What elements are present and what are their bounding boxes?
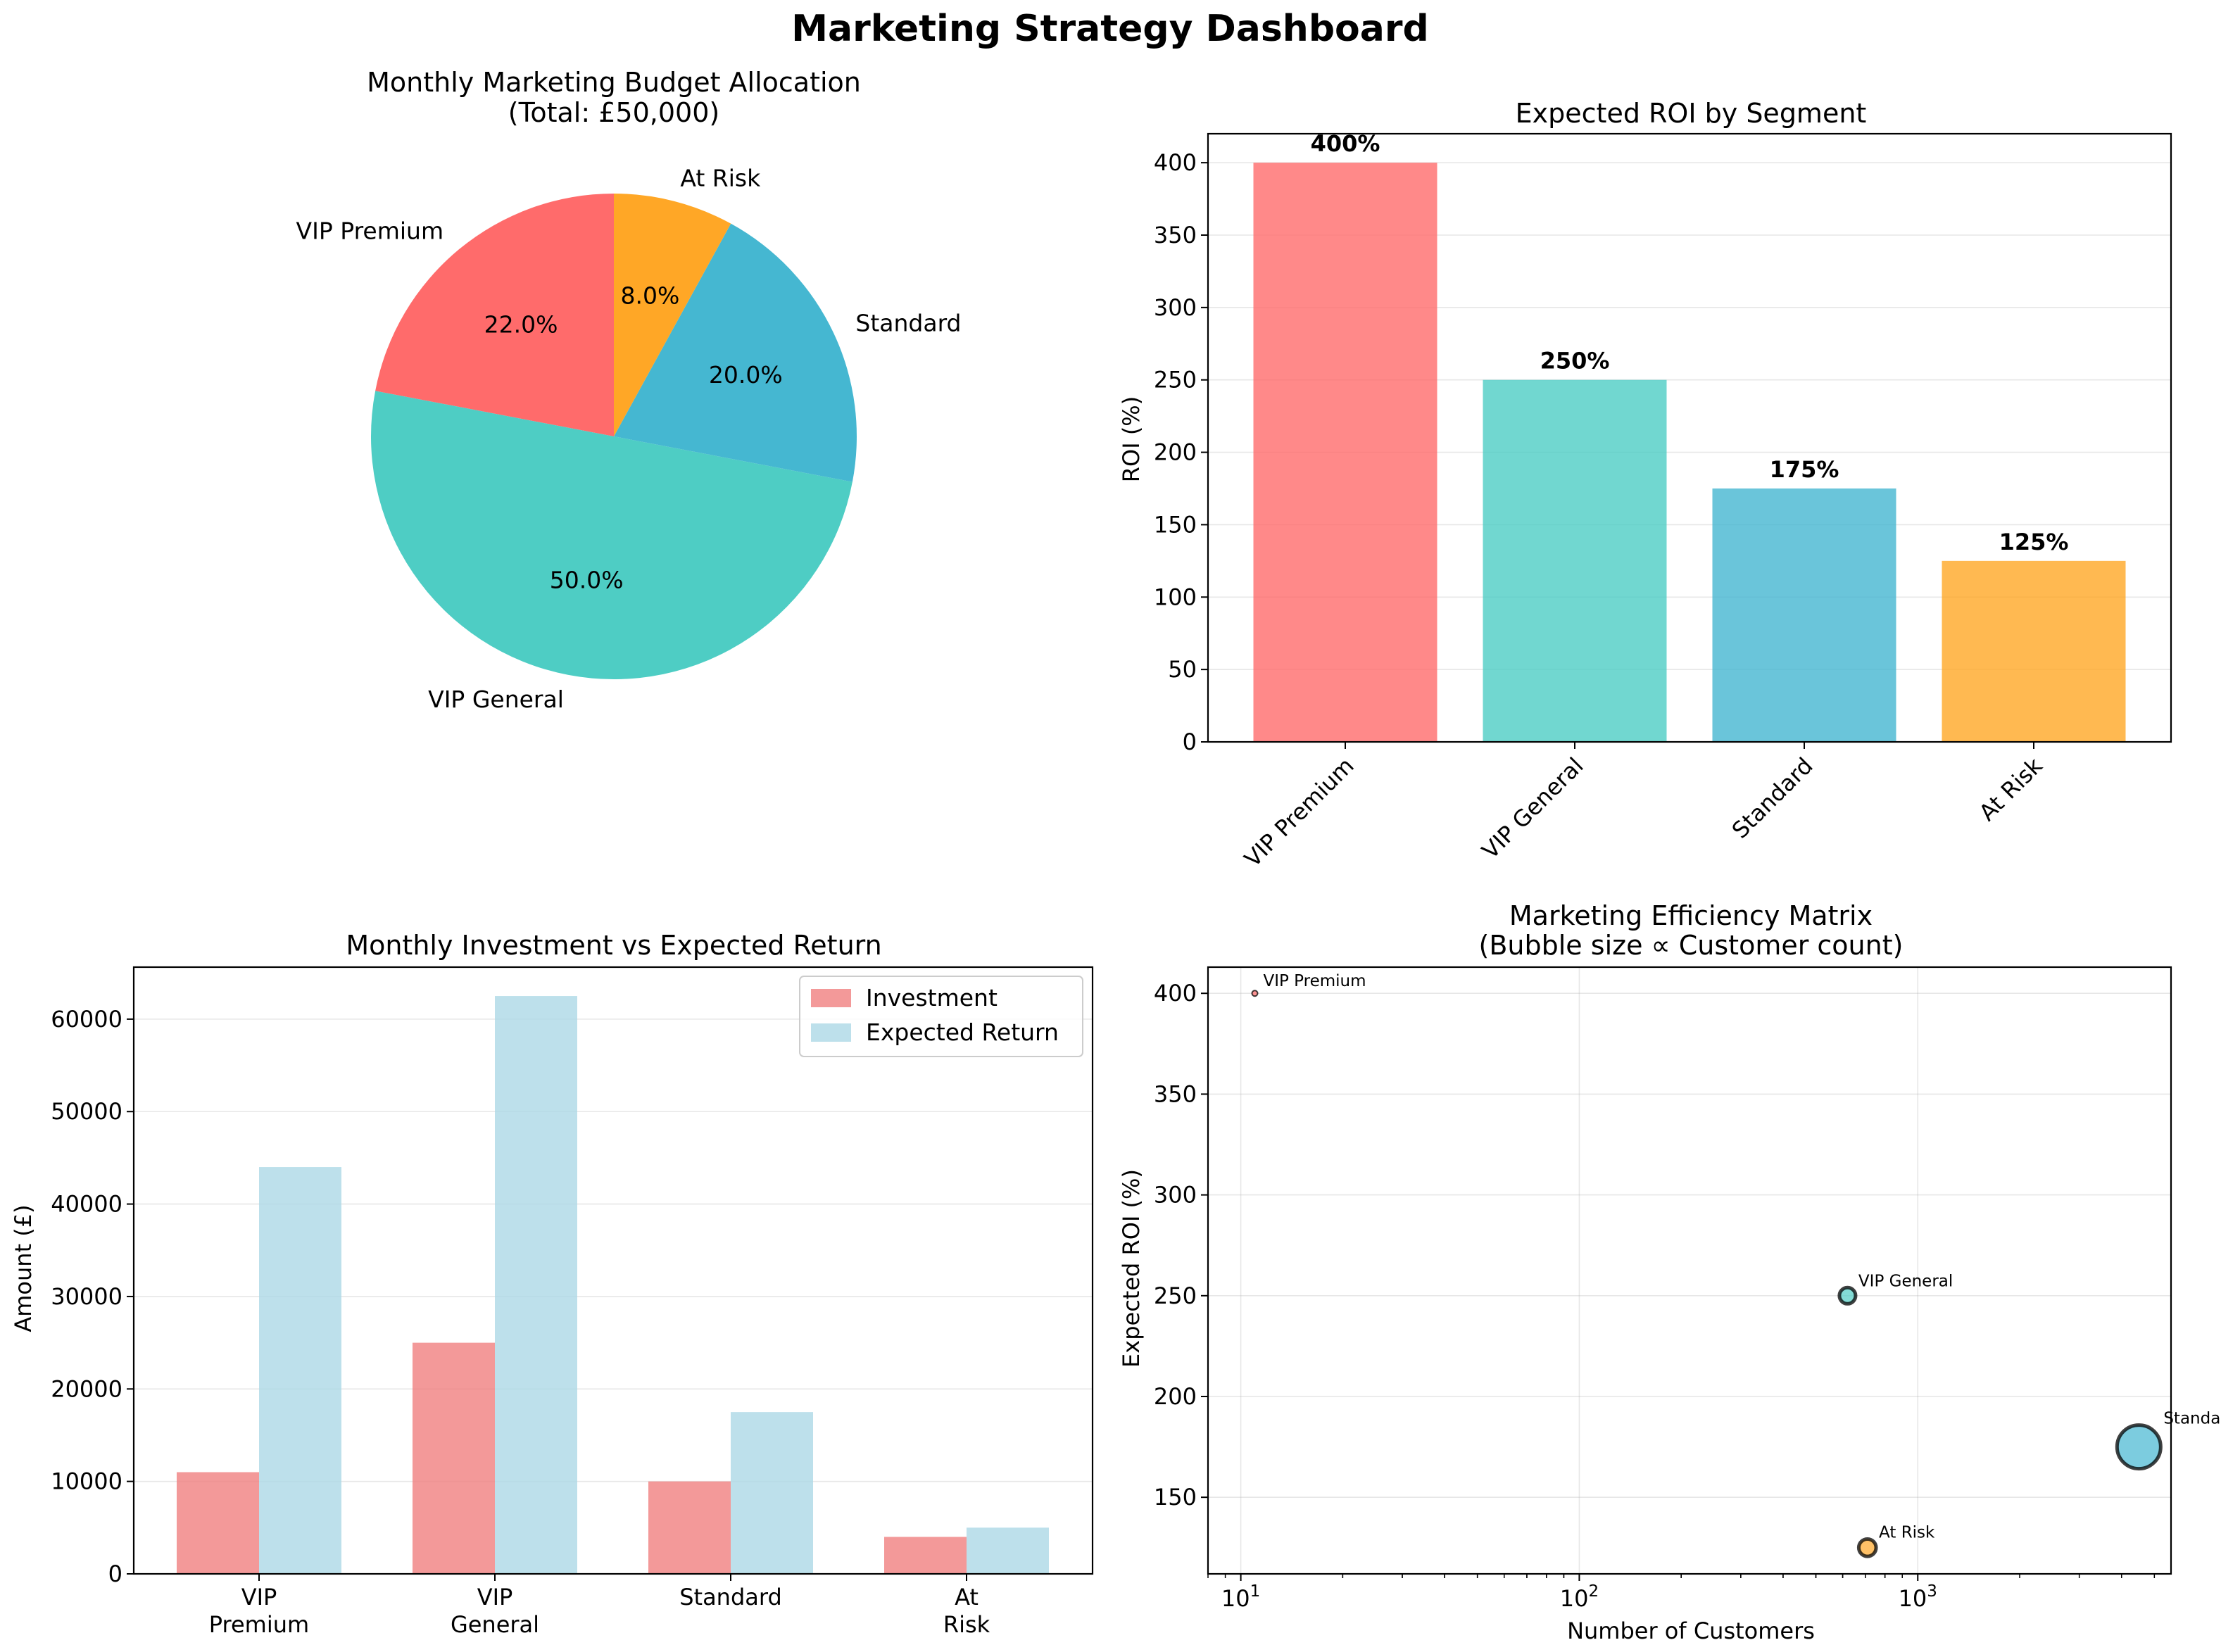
pie-chart-title: Monthly Marketing Budget Allocation	[367, 67, 861, 98]
investment-ytick-label: 10000	[51, 1468, 122, 1495]
investment-bar-investment-standard	[648, 1481, 731, 1574]
investment-ytick-label: 40000	[51, 1191, 122, 1218]
bubble-ytick-label: 350	[1154, 1080, 1197, 1107]
roi-xtick-label: VIP General	[1477, 752, 1589, 864]
bubble-xtick-label: 101	[1221, 1582, 1260, 1612]
investment-bar-investment-vip-general	[413, 1342, 495, 1574]
pie-category-label: At Risk	[680, 164, 761, 191]
roi-xtick-label: VIP Premium	[1239, 752, 1359, 873]
legend-label-investment: Investment	[866, 984, 998, 1011]
roi-xtick-label: At Risk	[1974, 752, 2048, 826]
investment-xtick-label: Risk	[943, 1611, 990, 1638]
roi-chart-ylabel: ROI (%)	[1118, 396, 1145, 482]
pie-slice-vip-premium	[375, 194, 614, 436]
investment-ytick-label: 30000	[51, 1283, 122, 1310]
roi-bar-value-label: 400%	[1311, 130, 1380, 157]
roi-bar-at-risk	[1942, 560, 2126, 742]
bubble-label-standard: Standard	[2163, 1410, 2221, 1428]
investment-ytick-label: 50000	[51, 1098, 122, 1125]
pie-slice-standard	[614, 223, 857, 482]
bubble-ytick-label: 200	[1154, 1383, 1197, 1410]
roi-bar-value-label: 125%	[1999, 529, 2069, 555]
budget-pie-chart: Monthly Marketing Budget Allocation (Tot…	[296, 67, 962, 713]
investment-xtick-label: Premium	[209, 1611, 309, 1638]
roi-bar-vip-general	[1483, 379, 1667, 742]
bubble-plot-frame	[1207, 966, 2172, 1575]
pie-percent-label: 20.0%	[709, 361, 783, 389]
bubble-ytick-label: 250	[1154, 1282, 1197, 1309]
roi-bar-chart: Expected ROI by Segment ROI (%) 0 50 100 15…	[1118, 98, 2172, 873]
roi-ytick-label: 200	[1154, 439, 1197, 466]
roi-bar-value-label: 250%	[1540, 348, 1610, 374]
bubble-vip-general	[1837, 1285, 1858, 1306]
bubble-vip-premium	[1251, 990, 1259, 997]
pie-percent-label: 8.0%	[621, 282, 680, 310]
legend-swatch-investment	[811, 989, 851, 1007]
roi-chart-title: Expected ROI by Segment	[1516, 98, 1867, 129]
roi-bar-vip-premium	[1253, 163, 1437, 743]
legend-swatch-expected-return	[811, 1023, 851, 1042]
investment-bar-investment-at-risk	[884, 1537, 967, 1574]
pie-chart-subtitle: (Total: £50,000)	[508, 97, 719, 128]
dashboard-title: Marketing Strategy Dashboard	[791, 8, 1428, 50]
investment-chart-legend: Investment Expected Return	[799, 976, 1083, 1057]
investment-bar-expected-return-standard	[731, 1412, 813, 1574]
investment-xtick-label: VIP	[477, 1584, 513, 1610]
investment-ytick-label: 20000	[51, 1375, 122, 1402]
bubble-xtick-label: 103	[1899, 1582, 1937, 1612]
investment-xtick-label: VIP	[241, 1584, 277, 1610]
bubble-label-vip-general: VIP General	[1858, 1272, 1953, 1290]
investment-chart-ylabel: Amount (£)	[10, 1204, 37, 1332]
bubble-xtick-label: 102	[1560, 1582, 1599, 1612]
roi-ytick-label: 100	[1154, 584, 1197, 610]
legend-label-expected-return: Expected Return	[866, 1019, 1059, 1046]
investment-plot-frame	[132, 966, 1094, 1575]
bubble-standard	[2115, 1423, 2163, 1471]
legend-box	[799, 976, 1083, 1057]
investment-ytick-label: 60000	[51, 1006, 122, 1033]
roi-bar-standard	[1712, 488, 1896, 742]
bubble-label-at-risk: At Risk	[1879, 1523, 1935, 1541]
investment-bar-investment-vip-premium	[177, 1472, 259, 1574]
bubble-ytick-label: 300	[1154, 1182, 1197, 1209]
investment-bar-expected-return-vip-general	[495, 996, 577, 1574]
bubble-ytick-label: 400	[1154, 980, 1197, 1007]
pie-slice-vip-general	[371, 391, 852, 679]
roi-ytick-label: 250	[1154, 367, 1197, 393]
bubble-ytick-label: 150	[1154, 1484, 1197, 1511]
pie-category-label: VIP Premium	[296, 217, 444, 245]
investment-ytick-label: 0	[108, 1560, 122, 1587]
pie-category-label: Standard	[855, 309, 961, 336]
pie-category-label: VIP General	[428, 686, 564, 713]
investment-xtick-label: At	[955, 1584, 979, 1610]
roi-ytick-label: 0	[1183, 729, 1197, 755]
investment-chart-title: Monthly Investment vs Expected Return	[346, 930, 881, 961]
pie-slice-at-risk	[614, 194, 731, 436]
pie-percent-label: 50.0%	[550, 566, 624, 593]
pie-percent-label: 22.0%	[484, 311, 558, 339]
roi-ytick-label: 50	[1168, 656, 1197, 683]
roi-plot-frame	[1207, 132, 2172, 743]
bubble-chart-xlabel: Number of Customers	[1567, 1618, 1815, 1644]
bubble-chart-title: Marketing Efficiency Matrix	[1509, 900, 1873, 931]
roi-ytick-label: 350	[1154, 222, 1197, 248]
investment-bar-expected-return-vip-premium	[259, 1167, 341, 1574]
bubble-chart-subtitle: (Bubble size ∝ Customer count)	[1479, 930, 1904, 961]
roi-ytick-label: 150	[1154, 511, 1197, 538]
roi-bar-value-label: 175%	[1770, 456, 1839, 483]
investment-xtick-label: Standard	[679, 1584, 782, 1610]
roi-xtick-label: Standard	[1727, 752, 1818, 844]
investment-bar-expected-return-at-risk	[967, 1527, 1049, 1574]
investment-xtick-label: General	[451, 1611, 539, 1638]
roi-ytick-label: 300	[1154, 294, 1197, 321]
bubble-label-vip-premium: VIP Premium	[1263, 972, 1366, 990]
bubble-at-risk	[1856, 1537, 1878, 1558]
roi-ytick-label: 400	[1154, 149, 1197, 176]
efficiency-bubble-chart: Marketing Efficiency Matrix (Bubble size…	[1118, 900, 2221, 1644]
investment-vs-return-chart: Monthly Investment vs Expected Return Am…	[10, 930, 1094, 1638]
bubble-chart-ylabel: Expected ROI (%)	[1118, 1169, 1145, 1368]
